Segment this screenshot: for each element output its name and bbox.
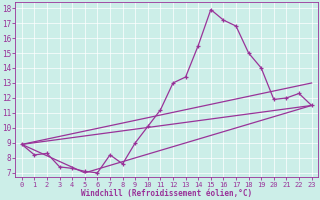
X-axis label: Windchill (Refroidissement éolien,°C): Windchill (Refroidissement éolien,°C) — [81, 189, 252, 198]
